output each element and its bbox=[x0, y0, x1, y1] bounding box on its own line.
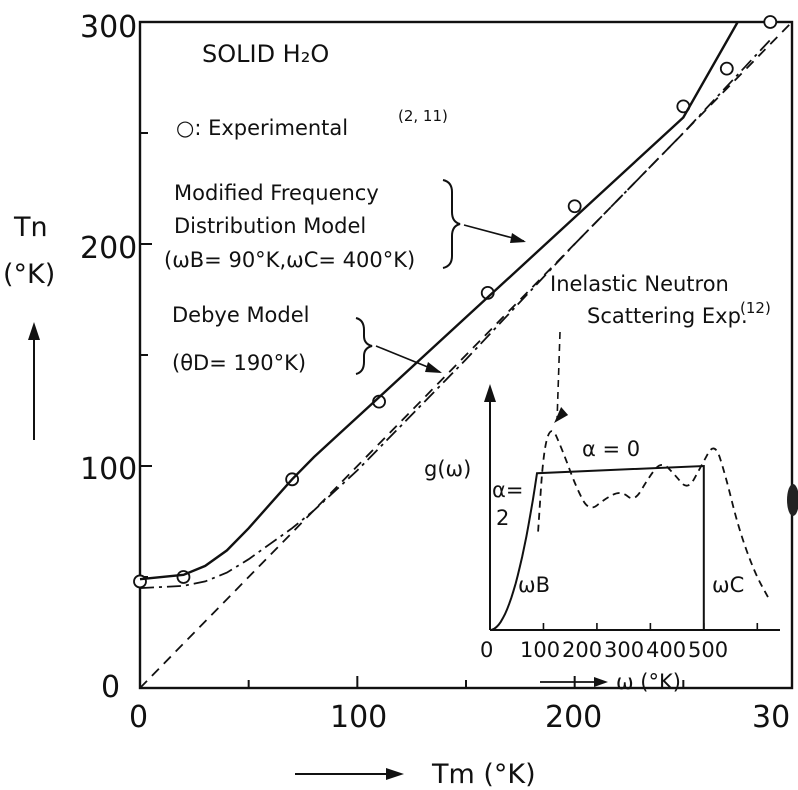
y-axis-label-group: Tn (°K) bbox=[3, 212, 55, 440]
y-tick-label: 200 bbox=[80, 231, 137, 266]
debye-label-line2: (θD= 190°K) bbox=[172, 351, 306, 375]
mfd-label-line3: (ωB= 90°K,ωC= 400°K) bbox=[164, 248, 415, 272]
y-axis-unit: (°K) bbox=[3, 259, 55, 290]
y-axis-arrow-head bbox=[28, 322, 40, 340]
mfd-pointer-head bbox=[510, 233, 526, 243]
debye-label-line1: Debye Model bbox=[172, 303, 310, 327]
series-line-dashed bbox=[139, 21, 793, 689]
x-tick-label: 30 bbox=[752, 700, 790, 735]
inset-chart: g(ω) α = 0 α= 2 ωB ωC 0 100 200 300 400 … bbox=[424, 331, 782, 694]
mfd-label-line2: Distribution Model bbox=[174, 214, 366, 238]
y-tick-label: 0 bbox=[101, 670, 120, 705]
inset-x-label: ω (°K) bbox=[616, 670, 681, 694]
main-series-layer bbox=[133, 15, 793, 689]
chart-title: SOLID H₂O bbox=[202, 40, 329, 68]
x-axis-label: Tm (°K) bbox=[431, 759, 536, 790]
x-axis-label-group: Tm (°K) bbox=[295, 759, 536, 790]
inset-neutron-line bbox=[537, 430, 769, 598]
x-tick-label: 200 bbox=[545, 700, 602, 735]
y-axis-label: Tn bbox=[13, 212, 48, 243]
x-tick-label: 100 bbox=[330, 700, 387, 735]
main-axis-ticks bbox=[139, 21, 793, 689]
experimental-point bbox=[763, 15, 778, 29]
experimental-point bbox=[133, 574, 147, 589]
inset-y-label: g(ω) bbox=[424, 457, 471, 481]
inset-x-tick: 200 bbox=[562, 638, 602, 662]
neutron-label-line1: Inelastic Neutron bbox=[550, 272, 729, 296]
inset-x-tick: 400 bbox=[646, 638, 686, 662]
scan-mark bbox=[787, 484, 798, 516]
alpha0-label: α = 0 bbox=[582, 437, 640, 461]
inset-x-arrow-head bbox=[594, 677, 608, 687]
neutron-ref: (12) bbox=[740, 299, 771, 317]
alpha2-label-a: α= bbox=[492, 478, 523, 502]
neutron-label-line2: Scattering Exp. bbox=[587, 304, 748, 328]
neutron-pointer bbox=[556, 331, 561, 420]
experimental-point bbox=[719, 61, 734, 76]
neutron-pointer-head bbox=[554, 407, 569, 423]
mfd-label-line1: Modified Frequency bbox=[174, 181, 379, 205]
inset-x-tick: 500 bbox=[688, 638, 728, 662]
inset-model-line bbox=[489, 464, 705, 631]
inset-background bbox=[470, 376, 782, 630]
omega-b-label: ωB bbox=[518, 573, 550, 597]
debye-pointer-head bbox=[425, 362, 442, 373]
inset-series-layer bbox=[489, 331, 769, 631]
y-tick-label: 300 bbox=[80, 10, 137, 45]
alpha2-label-b: 2 bbox=[496, 506, 509, 530]
y-tick-label: 100 bbox=[80, 452, 137, 487]
x-tick-label: 0 bbox=[129, 700, 148, 735]
main-tick-labels: 0 100 200 300 0 100 200 30 bbox=[80, 10, 790, 735]
annotations: SOLID H₂O ○: Experimental (2, 11) Modifi… bbox=[164, 40, 771, 375]
inset-y-axis-head bbox=[484, 384, 496, 402]
inset-x-tick: 100 bbox=[520, 638, 560, 662]
omega-c-label: ωC bbox=[712, 573, 744, 597]
experimental-point bbox=[567, 199, 582, 214]
experimental-ref: (2, 11) bbox=[398, 107, 448, 125]
x-axis-arrow-head bbox=[386, 768, 404, 780]
mfd-brace bbox=[442, 179, 461, 269]
series-line-solid bbox=[139, 21, 739, 581]
experimental-legend: ○: Experimental bbox=[176, 116, 348, 140]
inset-x-tick: 300 bbox=[604, 638, 644, 662]
debye-brace bbox=[355, 317, 373, 375]
inset-x-tick: 0 bbox=[480, 638, 493, 662]
